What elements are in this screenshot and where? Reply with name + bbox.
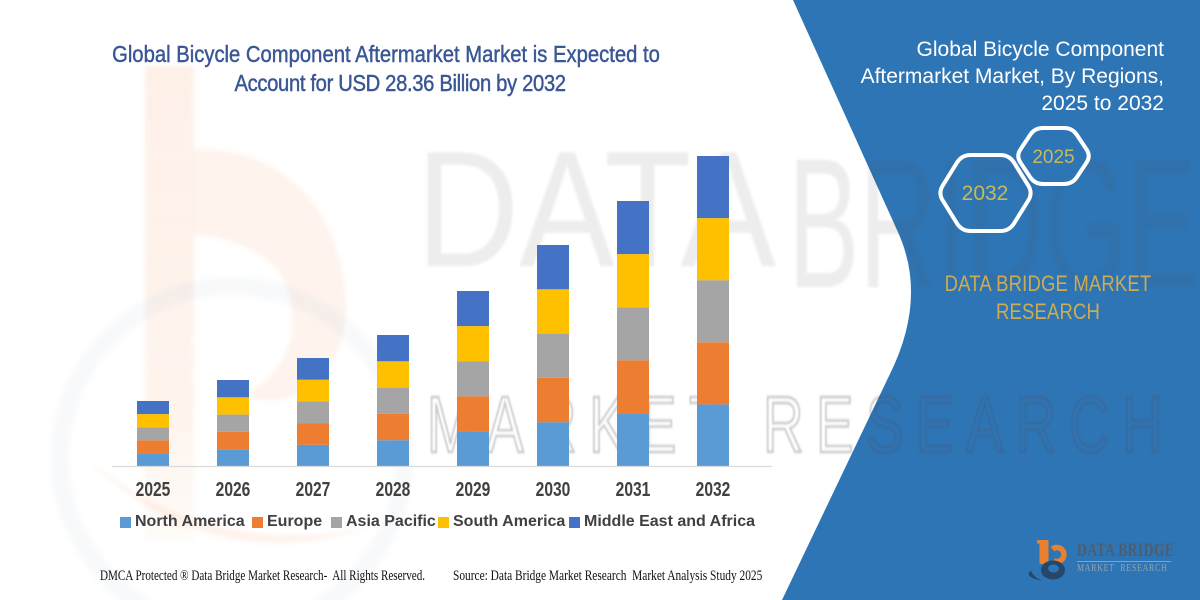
svg-text:2025: 2025 <box>1032 147 1074 168</box>
svg-text:2032: 2032 <box>962 182 1009 205</box>
